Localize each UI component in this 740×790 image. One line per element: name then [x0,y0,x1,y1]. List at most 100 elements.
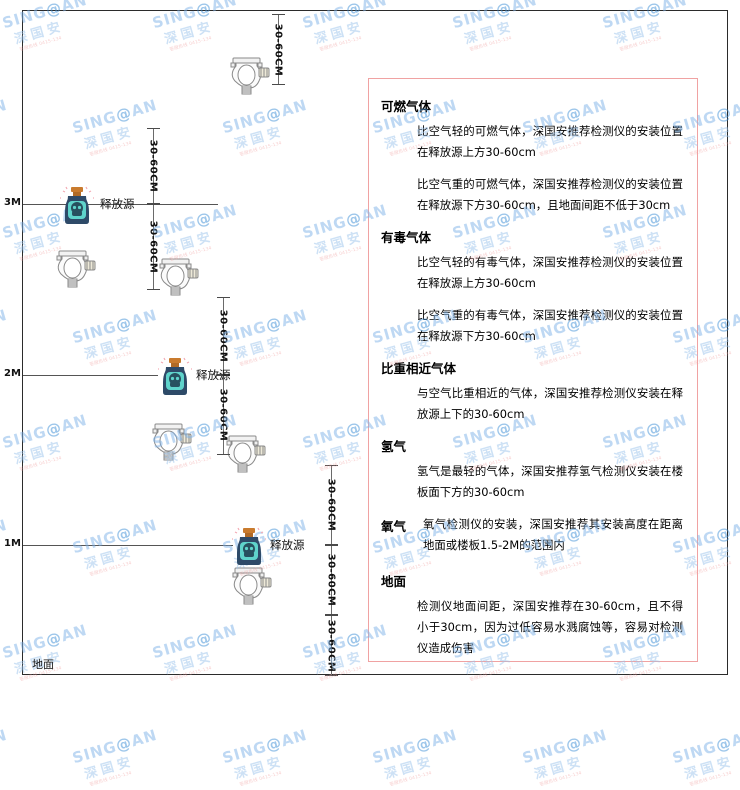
watermark-brand: SING@AN [670,725,740,768]
watermark-brand: SING@AN [0,305,10,331]
dimension-segment: 30-60CM [210,375,236,455]
level-line-2m [23,375,158,376]
watermark-chinese: 深国安 [82,754,136,783]
watermark-phone: 客服热线 0415-134 [0,550,16,577]
dimension-segment: 30-60CM [265,14,291,85]
dimension-label: 30-60CM [217,309,229,363]
info-panel: 可燃气体比空气轻的可燃气体，深国安推荐检测仪的安装位置在释放源上方30-60cm… [368,78,698,662]
gas-detector-icon [148,418,194,466]
watermark-brand: SING@AN [220,725,310,768]
watermark-brand: SING@AN [0,95,10,121]
watermark-phone: 客服热线 0415-134 [389,771,433,788]
dimension-tick [324,545,338,546]
panel-section-paragraph: 比空气轻的可燃气体，深国安推荐检测仪的安装位置在释放源上方30-60cm [417,124,683,159]
dimension-tick [216,374,230,375]
level-label-1m: 1M [4,538,21,549]
dimension-line [331,465,332,545]
dimension-tick [271,84,285,85]
dimension-tick [324,675,338,676]
dimension-segment: 30-60CM [318,615,344,676]
watermark-brand: SING@AN [0,515,10,541]
watermark-brand: SING@AN [70,725,160,768]
dimension-tick [324,615,338,616]
panel-section-title: 氢气 [381,439,407,454]
watermark-chinese: 深国安 [532,754,586,783]
release-source-icon [59,186,95,230]
dimension-tick [216,454,230,455]
dimension-segment: 30-60CM [318,545,344,615]
dimension-label: 30-60CM [325,553,337,607]
dimension-line [331,615,332,676]
watermark-chinese: 深国安 [0,322,14,362]
gas-detector-icon [222,430,268,478]
dimension-tick [146,289,160,290]
panel-section-paragraph: 比空气重的可燃气体，深国安推荐检测仪的安装位置在释放源下方30-60cm，且地面… [417,177,683,212]
panel-section-paragraph: 比空气轻的有毒气体，深国安推荐检测仪的安装位置在释放源上方30-60cm [417,255,683,290]
watermark-chinese: 深国安 [0,112,14,152]
watermark-phone: 客服热线 0415-134 [89,771,133,788]
level-label-2m: 2M [4,368,21,379]
panel-section-toxic: 有毒气体比空气轻的有毒气体，深国安推荐检测仪的安装位置在释放源上方30-60cm… [381,227,683,347]
panel-section-similar-density: 比重相近气体 与空气比重相近的气体，深国安推荐检测仪安装在释放源上下的30-60c… [381,358,683,425]
panel-section-title: 氧气 [381,519,407,534]
dimension-line [153,128,154,204]
dimension-tick [216,297,230,298]
dimension-segment: 30-60CM [140,204,166,290]
release-source-icon [231,527,267,571]
panel-section-paragraph: 氢气是最轻的气体，深国安推荐氢气检测仪安装在楼板面下方的30-60cm [417,464,683,499]
dimension-tick [146,204,160,205]
gas-detector-icon [226,52,272,100]
panel-section-title: 地面 [381,574,407,589]
dimension-segment: 30-60CM [140,128,166,204]
dimension-line [153,204,154,290]
panel-section-paragraph: 比空气重的有毒气体，深国安推荐检测仪的安装位置在释放源下方30-60cm [417,308,683,343]
dimension-tick [271,14,285,15]
dimension-line [223,297,224,375]
gas-detector-icon [155,253,201,301]
watermark-brand: SING@AN [370,725,460,768]
dimension-line [278,14,279,85]
release-source-label: 释放源 [100,197,135,211]
watermark-phone: 客服热线 0415-134 [689,771,733,788]
panel-section-title: 可燃气体 [381,99,432,114]
watermark-phone: 客服热线 0415-134 [0,340,16,367]
info-panel-sections: 可燃气体比空气轻的可燃气体，深国安推荐检测仪的安装位置在释放源上方30-60cm… [369,79,697,659]
gas-detector-icon [52,245,98,293]
drawing-frame [22,10,728,675]
release-source-label: 释放源 [270,538,305,552]
panel-section-combustible: 可燃气体比空气轻的可燃气体，深国安推荐检测仪的安装位置在释放源上方30-60cm… [381,96,683,216]
dimension-label: 30-60CM [325,619,337,672]
panel-section-paragraph: 氧气检测仪的安装，深国安推荐其安装高度在距离地面或楼板1.5-2M的范围内 [423,517,683,552]
gas-detector-icon [228,562,274,610]
level-line-3m [23,204,218,205]
dimension-line [331,545,332,615]
watermark-chinese: 深国安 [232,754,286,783]
dimension-label: 30-60CM [147,139,159,193]
dimension-tick [324,465,338,466]
release-source-label: 释放源 [196,368,231,382]
watermark-phone: 客服热线 0415-134 [0,130,16,157]
panel-section-title: 比重相近气体 [381,361,457,376]
dimension-tick [216,375,230,376]
panel-section-title: 有毒气体 [381,230,432,245]
watermark-phone: 客服热线 0415-134 [539,771,583,788]
dimension-tick [324,544,338,545]
watermark-brand: SING@AN [520,725,610,768]
dimension-label: 30-60CM [147,220,159,274]
dimension-tick [146,128,160,129]
watermark-chinese: 深国安 [682,754,736,783]
dimension-tick [324,614,338,615]
panel-section-oxygen: 氧气 氧气检测仪的安装，深国安推荐其安装高度在距离地面或楼板1.5-2M的范围内 [381,514,683,564]
watermark-phone: 客服热线 0415-134 [0,760,16,787]
level-label-3m: 3M [4,197,21,208]
panel-section-paragraph: 检测仪地面间距，深国安推荐在30-60cm，且不得小于30cm，因为过低容易水溅… [417,599,683,655]
watermark-chinese: 深国安 [0,742,14,782]
dimension-segment: 30-60CM [210,297,236,375]
